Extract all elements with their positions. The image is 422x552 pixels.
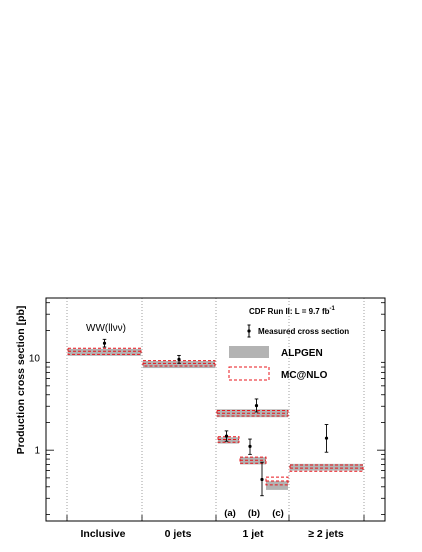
legend-label-measured: Measured cross section [258,327,349,336]
measured-point-1-jet [254,398,259,413]
point-marker [102,341,107,345]
measured-point-0-jets [177,354,181,364]
legend-swatch-alpgen [229,346,269,358]
alpgen-band-0-jets [143,361,215,369]
alpgen-band-inclusive [68,348,141,356]
legend-swatch-mcnlo [228,366,270,381]
subcategory-label-b: (b) [248,508,260,519]
subcategory-label-c: (c) [272,508,284,519]
alpgen-band-1-jet-b [240,457,266,465]
alpgen-band-1-jet-c [266,481,288,490]
chart-header-superscript: -1 [330,306,336,312]
category-label-1-jet: 1 jet [242,528,264,540]
measured-points [102,338,329,497]
legend-point-marker [247,329,251,333]
legend-label-alpgen: ALPGEN [281,348,323,359]
chart-header: CDF Run II: L = 9.7 fb-1 [249,306,336,316]
y-tick-label-1: 10 [29,354,41,365]
subcategory-label-a: (a) [224,508,236,519]
point-marker [260,477,264,482]
category-label-2-jets: ≥ 2 jets [308,528,344,540]
legend: Measured cross section ALPGEN MC@NLO [228,324,349,381]
plot-frame [45,297,386,522]
point-marker [224,434,229,438]
measured-point-1-jet-a [224,430,229,442]
point-marker [254,403,259,408]
y-axis-title: Production cross section [pb] [15,306,27,455]
bin-separators [66,298,365,521]
alpgen-band-2-jets [290,463,363,471]
measured-point-1-jet-b [248,438,252,455]
point-marker [324,436,329,440]
measured-point-1-jet-c [260,461,264,497]
measured-point-inclusive [102,338,107,348]
category-label-0-jets: 0 jets [165,528,192,540]
point-marker [248,444,252,448]
alpgen-band-1-jet-a [218,437,239,444]
point-marker [177,357,181,361]
axes: 1 10 [29,297,386,522]
chart-header-text: CDF Run II: L = 9.7 fb [249,307,330,316]
measured-point-2-jets [324,424,329,453]
y-tick-label-0: 1 [34,446,40,457]
category-label-inclusive: Inclusive [81,528,126,540]
process-label: WW(llνν) [86,323,126,334]
legend-label-mcnlo: MC@NLO [281,370,328,381]
